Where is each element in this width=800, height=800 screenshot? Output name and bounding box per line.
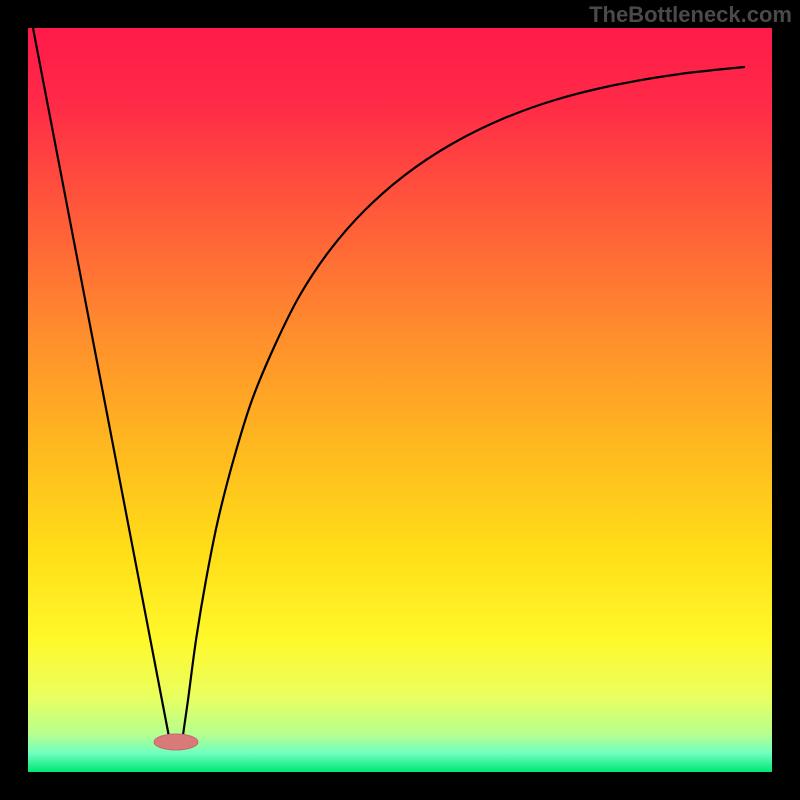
plot-area: [28, 28, 772, 772]
min-marker: [154, 734, 198, 750]
bottleneck-chart: TheBottleneck.com: [0, 0, 800, 800]
curve-layer: [28, 28, 772, 772]
left-line: [28, 28, 170, 742]
right-curve: [182, 67, 744, 742]
watermark-text: TheBottleneck.com: [589, 2, 792, 28]
